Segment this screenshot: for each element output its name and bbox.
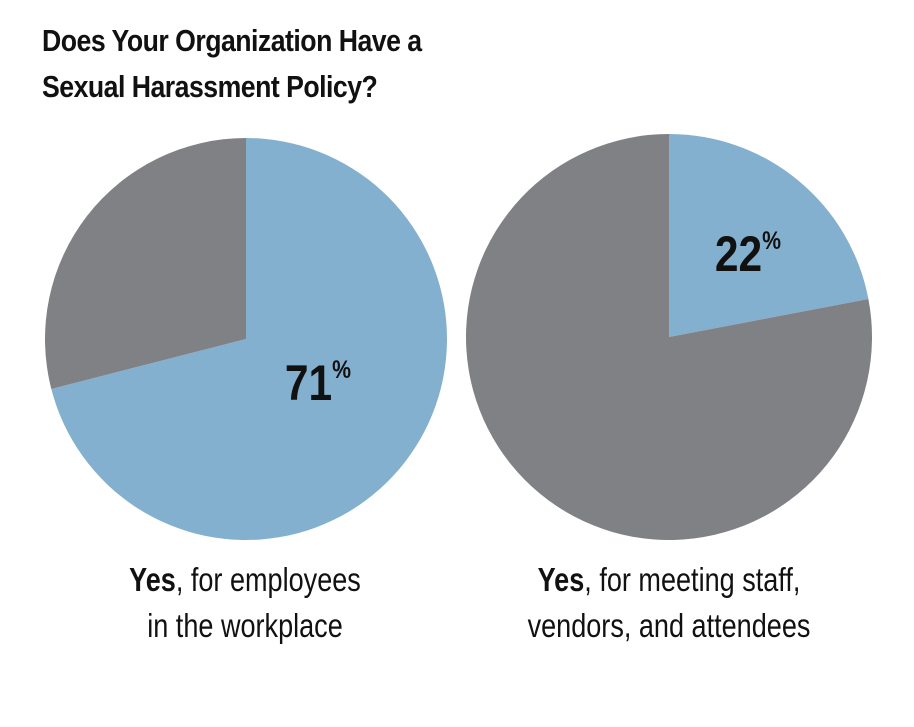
data-label-meeting-staff: 22% bbox=[715, 226, 781, 282]
pie-chart-employees bbox=[44, 138, 448, 540]
caption-employees-line-1: Yes, for employees bbox=[81, 557, 409, 603]
data-label-employees: 71% bbox=[285, 355, 351, 411]
pie-slice-meeting-staff-yes bbox=[669, 134, 869, 337]
caption-meeting-staff-line-1: Yes, for meeting staff, bbox=[497, 557, 841, 603]
pie-slice-employees-yes bbox=[51, 138, 448, 540]
chart-title: Does Your Organization Have a Sexual Har… bbox=[42, 18, 524, 110]
data-label-employees-value: 71 bbox=[285, 355, 332, 411]
chart-title-line-1: Does Your Organization Have a bbox=[42, 23, 422, 58]
chart-title-line-2: Sexual Harassment Policy? bbox=[42, 69, 378, 104]
pie-slice-employees-other bbox=[44, 138, 246, 389]
pie-chart-meeting-staff bbox=[466, 134, 872, 540]
data-label-meeting-staff-unit: % bbox=[762, 226, 781, 254]
data-label-employees-unit: % bbox=[332, 355, 351, 383]
caption-employees-rest: , for employees bbox=[175, 561, 361, 598]
data-label-meeting-staff-value: 22 bbox=[715, 226, 762, 282]
caption-meeting-staff-yes: Yes bbox=[537, 561, 585, 598]
caption-meeting-staff: Yes, for meeting staff, vendors, and att… bbox=[497, 557, 841, 649]
caption-employees: Yes, for employees in the workplace bbox=[81, 557, 409, 649]
caption-meeting-staff-rest: , for meeting staff, bbox=[584, 561, 801, 598]
caption-employees-yes: Yes bbox=[129, 561, 176, 598]
caption-employees-line-2: in the workplace bbox=[147, 607, 343, 644]
caption-meeting-staff-line-2: vendors, and attendees bbox=[527, 607, 811, 644]
pie-slice-meeting-staff-other bbox=[466, 134, 872, 540]
